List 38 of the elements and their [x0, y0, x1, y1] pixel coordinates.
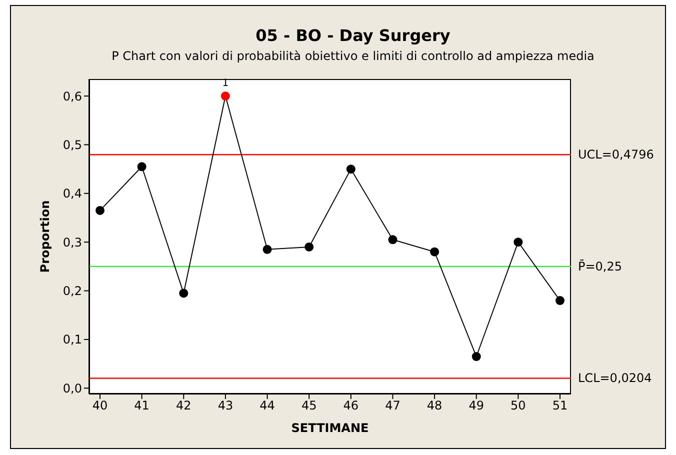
x-tick-label: 44 [260, 398, 275, 413]
point [346, 164, 356, 174]
y-tick-label: 0,4 [62, 186, 82, 201]
y-tick-label: 0,5 [62, 138, 82, 152]
x-tick-label: 43 [218, 398, 234, 413]
chart-title: 05 - BO - Day Surgery [254, 26, 452, 45]
point [304, 242, 314, 252]
x-tick-label: 40 [92, 398, 108, 413]
y-tick-label: 0,3 [62, 235, 82, 250]
y-tick-label: 0,6 [62, 89, 82, 104]
x-tick-label: 41 [134, 398, 150, 413]
x-tick-label: 45 [301, 398, 317, 413]
x-tick-label: 47 [385, 398, 400, 413]
point [179, 288, 188, 298]
point [96, 206, 104, 215]
ref-line-label: LCL=0,0204 [578, 371, 652, 386]
point [556, 296, 564, 306]
y-tick-label: 0,2 [62, 284, 82, 298]
ref-line-label: P̄=0,25 [578, 259, 622, 274]
chart-subtitle: P Chart con valori di probabilità obiettivo e limiti di controllo ad ampiezza media [110, 49, 596, 63]
x-tick-label: 50 [510, 398, 526, 413]
y-tick-label: 0,0 [62, 381, 82, 396]
x-tick-label: 49 [468, 398, 484, 413]
ref-line-label: UCL=0,4796 [578, 148, 654, 162]
x-tick-label: 51 [552, 398, 568, 413]
point [262, 244, 272, 254]
point [388, 235, 398, 244]
x-tick-label: 48 [426, 398, 442, 413]
point [430, 247, 440, 256]
point [472, 352, 481, 362]
x-axis-title: SETTIMANE [291, 421, 369, 435]
x-tick-label: 42 [176, 398, 192, 413]
y-axis-title: Proportion [38, 200, 52, 273]
point [137, 162, 146, 172]
point [220, 92, 230, 101]
x-tick-label: 46 [343, 398, 359, 413]
point [514, 238, 523, 247]
y-tick-label: 0,1 [62, 332, 82, 347]
